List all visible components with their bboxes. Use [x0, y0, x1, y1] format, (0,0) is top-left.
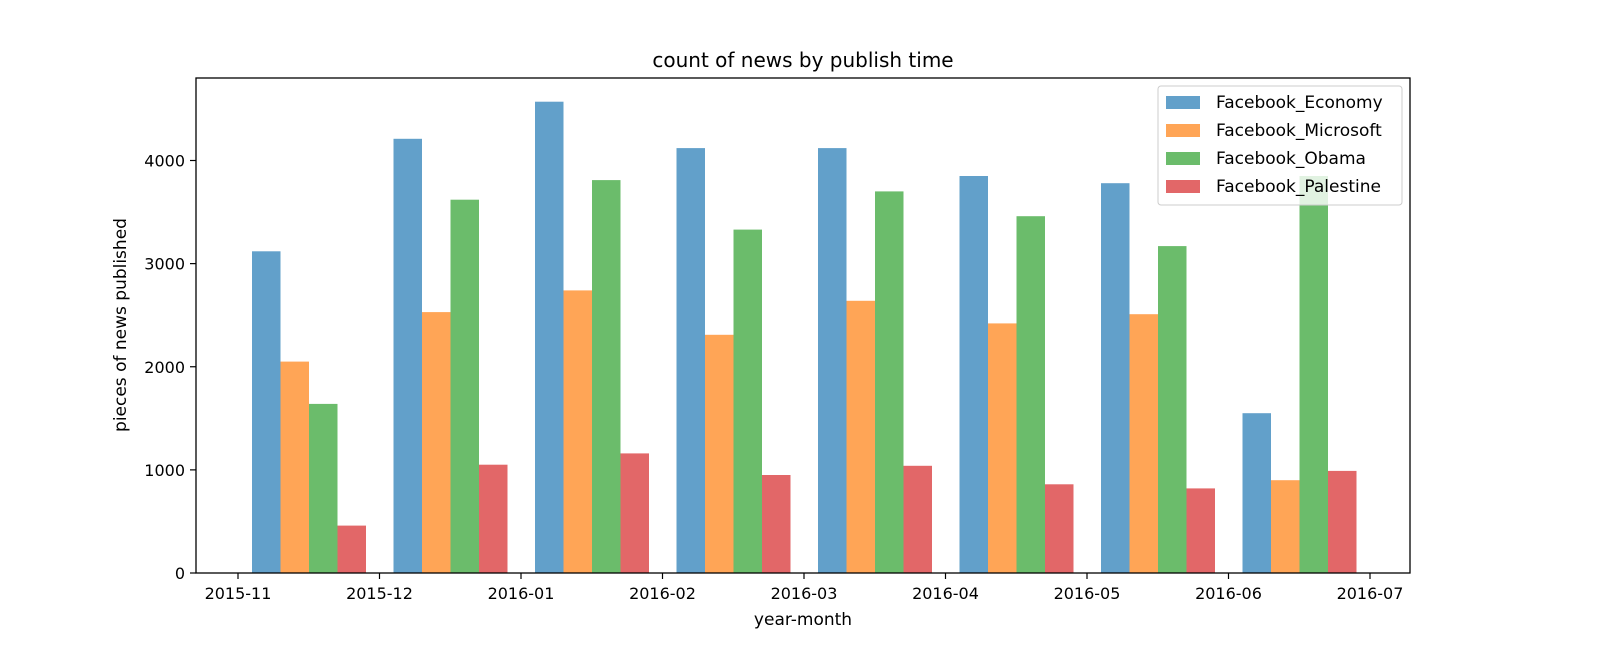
y-tick-label-4000: 4000 [144, 152, 185, 171]
bar-Facebook_Microsoft-2016-02 [705, 334, 734, 573]
bar-Facebook_Economy-2016-01 [535, 101, 564, 573]
bar-Facebook_Obama-2016-01 [592, 180, 621, 573]
bar-Facebook_Microsoft-2016-06 [1271, 480, 1300, 573]
chart-title: count of news by publish time [652, 48, 953, 72]
bar-Facebook_Economy-2016-05 [1101, 183, 1130, 573]
legend-label-Facebook_Obama: Facebook_Obama [1216, 149, 1366, 169]
bar-Facebook_Obama-2016-04 [1016, 216, 1045, 573]
y-tick-label-2000: 2000 [144, 358, 185, 377]
bar-Facebook_Palestine-2015-12 [479, 464, 508, 573]
bar-Facebook_Microsoft-2015-12 [422, 312, 451, 573]
legend-label-Facebook_Microsoft: Facebook_Microsoft [1216, 121, 1382, 141]
bar-Facebook_Economy-2015-11 [252, 251, 281, 574]
bar-Facebook_Economy-2016-06 [1242, 413, 1271, 573]
x-tick-label-2016-05: 2016-05 [1054, 584, 1121, 603]
bar-Facebook_Palestine-2016-05 [1186, 488, 1215, 573]
bar-Facebook_Palestine-2016-02 [762, 475, 791, 573]
bar-Facebook_Economy-2016-04 [959, 176, 988, 573]
bar-Facebook_Economy-2016-02 [676, 148, 705, 573]
bar-Facebook_Palestine-2016-03 [903, 465, 932, 574]
x-tick-label-2015-12: 2015-12 [346, 584, 413, 603]
y-axis: 0 1000 2000 3000 4000 [144, 152, 196, 583]
x-tick-label-2016-07: 2016-07 [1337, 584, 1404, 603]
legend-swatch-Facebook_Palestine [1166, 180, 1200, 193]
legend-box [1157, 85, 1403, 206]
bar-Facebook_Microsoft-2015-11 [280, 361, 309, 573]
bar-Facebook_Obama-2015-11 [309, 403, 338, 573]
x-tick-label-2016-06: 2016-06 [1195, 584, 1262, 603]
x-axis: 2015-11 2015-12 2016-01 2016-02 2016-03 2016-… [205, 573, 1404, 603]
x-tick-label-2015-11: 2015-11 [205, 584, 272, 603]
legend-swatch-Facebook_Microsoft [1166, 124, 1200, 137]
bar-Facebook_Economy-2015-12 [393, 138, 422, 574]
x-tick-label-2016-04: 2016-04 [912, 584, 979, 603]
bar-Facebook_Microsoft-2016-01 [563, 290, 592, 573]
bar-Facebook_Economy-2016-03 [818, 148, 847, 573]
bar-Facebook_Obama-2016-03 [875, 191, 904, 573]
x-tick-label-2016-02: 2016-02 [629, 584, 696, 603]
bar-Facebook_Microsoft-2016-03 [846, 300, 875, 574]
bar-Facebook_Obama-2015-12 [450, 199, 479, 573]
y-axis-label: pieces of news published [111, 218, 131, 432]
legend-swatch-Facebook_Economy [1166, 96, 1200, 109]
bar-Facebook_Obama-2016-02 [733, 229, 762, 573]
bar-Facebook_Obama-2016-06 [1299, 176, 1328, 573]
x-tick-label-2016-03: 2016-03 [771, 584, 838, 603]
bar-Facebook_Palestine-2016-06 [1328, 470, 1357, 573]
legend-label-Facebook_Economy: Facebook_Economy [1216, 93, 1383, 113]
bar-Facebook_Microsoft-2016-05 [1129, 314, 1158, 573]
legend-label-Facebook_Palestine: Facebook_Palestine [1216, 177, 1381, 197]
bar-Facebook_Palestine-2015-11 [337, 525, 366, 573]
y-tick-label-3000: 3000 [144, 255, 185, 274]
legend-swatch-Facebook_Obama [1166, 152, 1200, 165]
bar-Facebook_Palestine-2016-01 [620, 453, 649, 573]
y-tick-label-1000: 1000 [144, 461, 185, 480]
bars-group [252, 101, 1357, 574]
x-tick-label-2016-01: 2016-01 [488, 584, 555, 603]
y-tick-label-0: 0 [175, 564, 185, 583]
bar-Facebook_Palestine-2016-04 [1045, 484, 1074, 573]
x-axis-label: year-month [754, 610, 852, 630]
legend: Facebook_Economy Facebook_Microsoft Facebo… [1157, 85, 1403, 206]
plot-frame [195, 77, 1411, 574]
bar-Facebook_Obama-2016-05 [1158, 246, 1187, 573]
bar-Facebook_Microsoft-2016-04 [988, 323, 1017, 573]
